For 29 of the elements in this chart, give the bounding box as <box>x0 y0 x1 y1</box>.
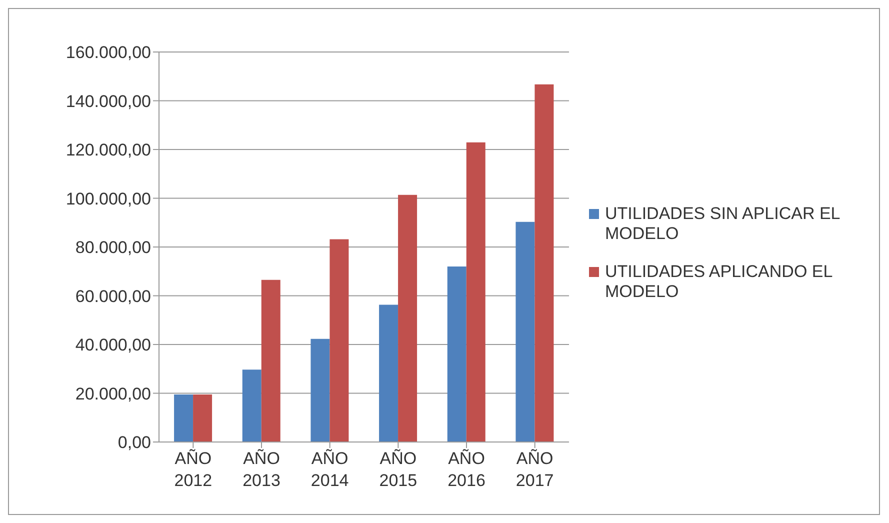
x-tick-label: AÑO 2013 <box>242 448 280 490</box>
y-tick-label: 100.000,00 <box>66 188 151 208</box>
y-tick-label: 60.000,00 <box>75 286 151 306</box>
bar <box>447 266 466 442</box>
bar <box>242 369 262 442</box>
y-tick-label: 160.000,00 <box>66 42 151 62</box>
bar <box>193 394 212 442</box>
bar <box>174 394 194 442</box>
bar <box>261 279 280 442</box>
y-tick-label: 120.000,00 <box>66 140 151 160</box>
bar <box>466 142 486 442</box>
bar <box>398 194 418 442</box>
y-tick-label: 0,00 <box>118 432 151 452</box>
x-tick-label: AÑO 2014 <box>310 448 349 490</box>
bar <box>310 338 330 442</box>
legend-label: UTILIDADES APLICANDO EL MODELO <box>605 262 834 302</box>
bar <box>379 304 398 442</box>
x-tick-label: AÑO 2017 <box>516 448 554 490</box>
y-tick-label: 40.000,00 <box>75 335 151 354</box>
x-tick-label: AÑO 2012 <box>174 448 212 490</box>
legend-label: UTILIDADES SIN APLICAR EL MODELO <box>605 204 841 244</box>
bar <box>330 238 349 442</box>
y-tick-label: 140.000,00 <box>66 91 151 110</box>
x-tick-label: AÑO 2016 <box>448 448 486 490</box>
x-tick-label: AÑO 2015 <box>379 448 418 490</box>
y-tick-label: 80.000,00 <box>75 238 151 257</box>
y-tick-label: 20.000,00 <box>75 384 151 403</box>
bar <box>534 84 554 442</box>
bar <box>516 221 535 442</box>
